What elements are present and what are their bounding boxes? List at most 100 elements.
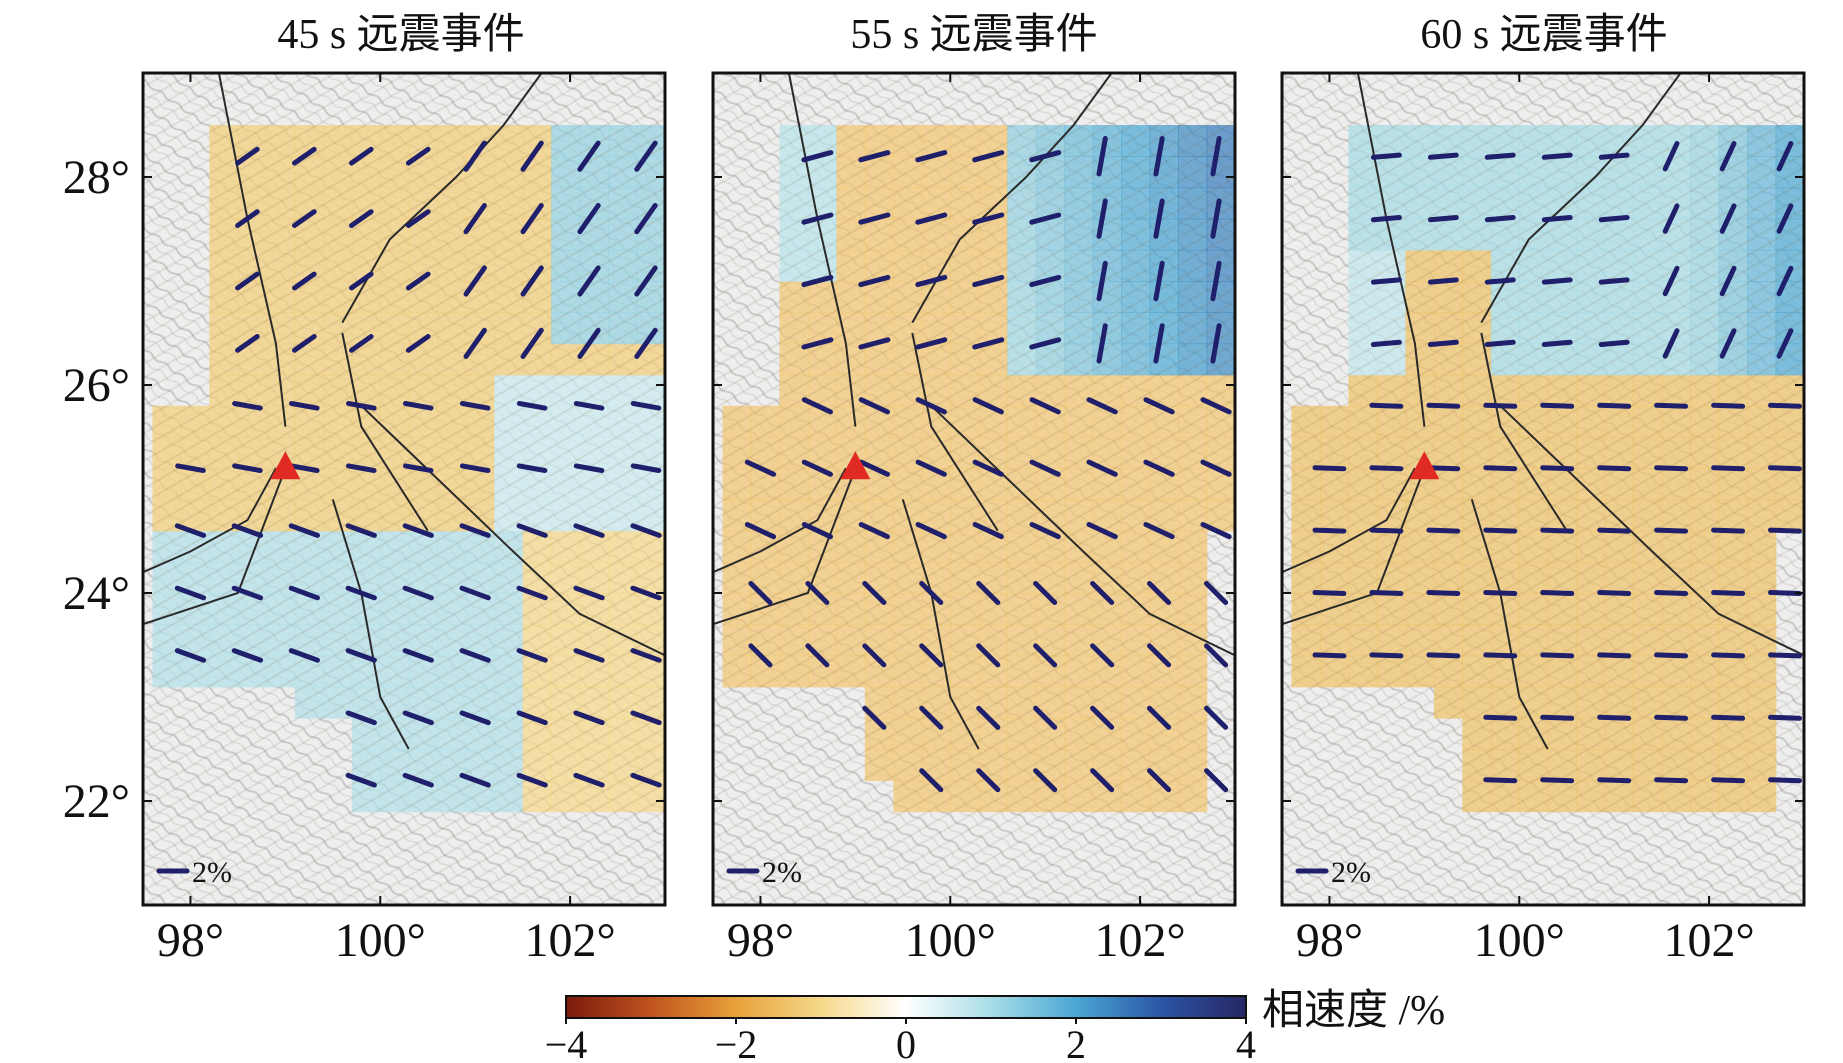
anisotropy-bar (1312, 465, 1347, 472)
anisotropy-bar (919, 768, 944, 793)
velocity-cell (665, 281, 694, 313)
y-tick-label: 28° (63, 151, 130, 204)
panel-title: 55 s 远震事件 (850, 12, 1097, 58)
x-tick-label: 100° (1474, 914, 1565, 967)
anisotropy-bar (459, 585, 491, 601)
anisotropy-bar (630, 772, 662, 788)
anisotropy-bar (1427, 277, 1459, 285)
anisotropy-bar (1029, 522, 1061, 540)
anisotropy-bar (1776, 265, 1794, 297)
anisotropy-bar (1484, 339, 1516, 347)
x-tick-label: 98° (1296, 914, 1363, 967)
anisotropy-bar (405, 209, 431, 228)
anisotropy-bar (346, 401, 377, 411)
anisotropy-bar (346, 463, 377, 473)
anisotropy-bar (1427, 339, 1459, 347)
anisotropy-bar (1143, 397, 1175, 415)
anisotropy-bar (1153, 260, 1165, 302)
anisotropy-bar (288, 648, 320, 663)
map-content: 2% (1282, 73, 1833, 905)
anisotropy-bar (1370, 339, 1402, 347)
anisotropy-bar (1033, 581, 1058, 605)
anisotropy-bar (1086, 397, 1118, 415)
fault-line (1480, 73, 1682, 324)
anisotropy-bar (520, 265, 544, 297)
anisotropy-bar (805, 581, 830, 605)
anisotropy-bar (919, 581, 944, 605)
anisotropy-bar (1719, 203, 1737, 234)
map-content: 2% (143, 73, 694, 905)
anisotropy-bar (1483, 527, 1518, 534)
anisotropy-bar (402, 401, 434, 411)
anisotropy-bar (1210, 260, 1222, 302)
anisotropy-bar (402, 463, 434, 473)
anisotropy-bar (1426, 652, 1461, 659)
velocity-cell (665, 250, 694, 282)
fault-line (143, 467, 277, 574)
anisotropy-bar (1597, 465, 1632, 472)
anisotropy-bar (459, 463, 491, 473)
anisotropy-bar (1426, 527, 1461, 534)
velocity-cell (1235, 250, 1264, 282)
station-marker (1409, 451, 1440, 480)
anisotropy-bar (915, 337, 948, 350)
anisotropy-bar (1090, 643, 1115, 668)
fault-line (217, 73, 287, 427)
anisotropy-bar (1540, 527, 1575, 534)
velocity-cell (1804, 343, 1833, 375)
anisotropy-bar (1768, 652, 1802, 659)
anisotropy-bar (459, 648, 491, 663)
velocity-cell (1235, 219, 1264, 251)
relief-overlay (1282, 73, 1804, 905)
anisotropy-bar (516, 401, 548, 411)
colorbar-tick-label: 0 (896, 1022, 916, 1063)
anisotropy-bar (573, 463, 605, 473)
anisotropy-bar (516, 523, 548, 538)
anisotropy-bar (972, 274, 1005, 288)
x-tick-label: 102° (1094, 914, 1185, 967)
anisotropy-bar (1540, 465, 1575, 472)
anisotropy-bar (1370, 277, 1402, 285)
panel-title: 60 s 远震事件 (1420, 12, 1667, 58)
map-panel-1: 2% 45 s 远震事件 98° 100° 102° 22° 24° 26° 28° (63, 12, 694, 967)
anisotropy-bar (516, 463, 548, 473)
anisotropy-bar (1086, 459, 1118, 477)
anisotropy-bar (1369, 465, 1404, 472)
anisotropy-bar (630, 401, 662, 411)
velocity-cell (665, 655, 694, 687)
anisotropy-bar (1096, 136, 1108, 177)
anisotropy-bar (235, 209, 260, 228)
anisotropy-bar (292, 271, 317, 291)
anisotropy-bar (634, 140, 658, 172)
velocity-cell (665, 593, 694, 625)
velocity-cell (1804, 219, 1833, 251)
anisotropy-bar (1711, 590, 1746, 596)
fault-line (901, 499, 980, 750)
anisotropy-bar (1540, 777, 1575, 784)
colorbar-tick-label: 4 (1236, 1022, 1256, 1063)
panel-title: 45 s 远震事件 (277, 12, 524, 58)
velocity-cell (1235, 312, 1264, 344)
anisotropy-bar (1654, 714, 1689, 721)
anisotropy-bar (1426, 465, 1461, 472)
velocity-cell (1235, 343, 1264, 375)
anisotropy-bar (634, 327, 658, 359)
anisotropy-bar (1541, 215, 1573, 223)
anisotropy-bar (231, 585, 264, 601)
anisotropy-bar (1541, 277, 1573, 285)
anisotropy-bar (1200, 459, 1232, 477)
anisotropy-bar (915, 150, 948, 163)
anisotropy-bar (235, 146, 260, 166)
velocity-cell (1804, 406, 1833, 438)
anisotropy-bar (862, 581, 887, 605)
anisotropy-bar (1768, 777, 1802, 784)
y-tick-label: 22° (63, 775, 130, 828)
anisotropy-bar (1768, 714, 1802, 721)
anisotropy-bar (858, 522, 890, 540)
anisotropy-bar (1153, 323, 1165, 364)
anisotropy-bar (345, 523, 377, 538)
velocity-cell (1804, 437, 1833, 469)
fault-line (1480, 332, 1568, 532)
anisotropy-bar (748, 643, 773, 668)
